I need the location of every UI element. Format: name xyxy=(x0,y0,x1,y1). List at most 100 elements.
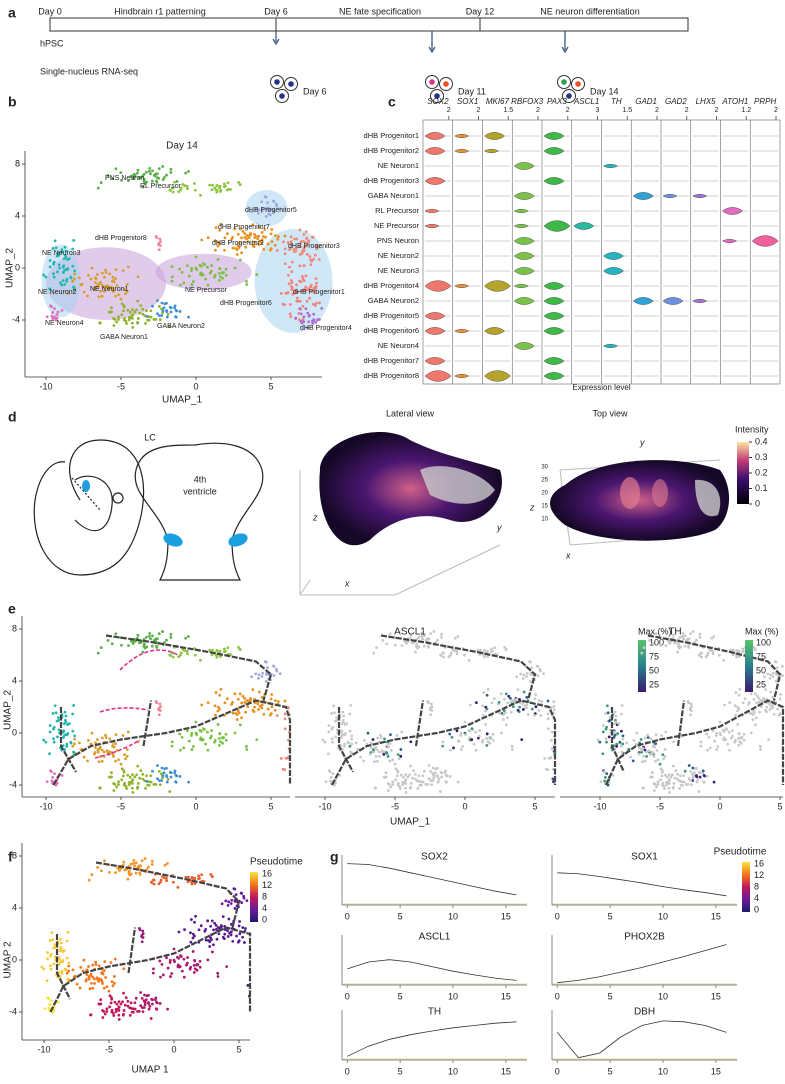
max-label: 2 xyxy=(655,107,659,114)
cell-point xyxy=(138,873,142,876)
cell-point xyxy=(57,728,61,732)
cell-point xyxy=(260,703,264,707)
y-tick-label: 8 xyxy=(12,850,17,860)
cell-point xyxy=(150,179,154,183)
cell-point xyxy=(105,1007,109,1011)
cell-point xyxy=(665,783,669,787)
cluster-hull xyxy=(254,229,333,333)
cell-point xyxy=(401,783,405,787)
cell-point xyxy=(492,697,496,701)
cell-point xyxy=(394,767,398,771)
cell-point xyxy=(693,771,696,775)
cell-point xyxy=(104,733,107,737)
cell-point xyxy=(722,736,726,740)
cell-point xyxy=(385,642,389,646)
cell-point xyxy=(110,310,113,314)
cell-point xyxy=(432,630,436,633)
cell-point xyxy=(734,691,738,694)
cell-point xyxy=(71,729,75,733)
cell-point xyxy=(110,286,114,289)
cell-point xyxy=(142,179,146,183)
cell-point xyxy=(49,952,53,956)
cell-point xyxy=(691,630,695,633)
cell-point xyxy=(140,996,144,1000)
trajectory xyxy=(95,861,241,928)
cell-point xyxy=(260,210,264,213)
cell-point xyxy=(464,733,467,737)
cell-point xyxy=(145,635,148,639)
cell-point xyxy=(62,265,65,269)
cell-point xyxy=(64,255,68,259)
cell-point xyxy=(282,240,285,244)
cell-point xyxy=(436,638,439,642)
cell-point xyxy=(409,782,413,785)
cell-point xyxy=(429,769,433,773)
cell-point xyxy=(105,985,109,989)
cell-point xyxy=(388,632,392,636)
cell-point xyxy=(664,644,668,648)
cell-point xyxy=(737,737,740,740)
cell-point xyxy=(339,730,343,734)
cell-point xyxy=(160,772,163,776)
cell-point xyxy=(112,745,116,749)
cell-point xyxy=(376,759,379,763)
cell-point xyxy=(413,772,417,776)
cell-point xyxy=(421,774,425,778)
cell-point xyxy=(758,710,762,714)
cell-point xyxy=(676,650,679,654)
cell-point xyxy=(511,705,515,709)
cluster-label: GABA Neuron1 xyxy=(100,334,148,341)
cell-point xyxy=(263,195,267,199)
cell-point xyxy=(753,692,757,696)
cell-point xyxy=(283,768,287,772)
cell-point xyxy=(155,176,159,180)
cell-point xyxy=(608,716,612,720)
cell-point xyxy=(130,315,133,319)
cell-point xyxy=(682,637,686,641)
cell-point xyxy=(101,982,104,985)
cell-point xyxy=(666,780,670,784)
cell-point xyxy=(236,940,240,944)
cell-point xyxy=(521,702,525,706)
cell-point xyxy=(484,723,487,726)
cell-point xyxy=(320,306,324,310)
x-tick-label: -5 xyxy=(117,381,125,391)
cell-point xyxy=(142,642,146,646)
trajectory xyxy=(331,699,557,786)
cell-point xyxy=(65,956,69,960)
cell-point xyxy=(253,233,256,236)
cell-point xyxy=(486,655,490,658)
cell-point xyxy=(230,898,234,902)
cell-point xyxy=(141,777,145,781)
cell-point xyxy=(511,748,514,751)
cell-point xyxy=(430,705,434,709)
cell-point xyxy=(117,783,120,786)
cell-point xyxy=(434,767,438,771)
cell-point xyxy=(606,711,610,715)
cell-point xyxy=(185,649,189,653)
max-label: 2 xyxy=(447,107,451,114)
cell-point xyxy=(274,234,277,238)
cell-point xyxy=(340,733,344,737)
cell-point xyxy=(157,769,161,773)
cell-point xyxy=(530,666,534,670)
cell-point xyxy=(126,1004,130,1008)
legend-colorbar xyxy=(745,640,753,692)
cell-point xyxy=(220,736,224,740)
cluster-label: NE Precursor xyxy=(185,287,228,294)
legend-tick-label: 8 xyxy=(262,891,267,901)
cell-point xyxy=(621,742,625,746)
cell-point xyxy=(231,711,235,715)
cell-point xyxy=(607,735,611,739)
cell-point xyxy=(218,655,222,658)
cell-point xyxy=(158,783,162,787)
cell-point xyxy=(731,729,734,732)
cell-point xyxy=(663,787,666,790)
cell-point xyxy=(200,703,204,707)
violin xyxy=(454,149,470,153)
cell-point xyxy=(304,274,308,278)
cell-point xyxy=(260,241,264,245)
cell-point xyxy=(93,981,96,985)
gene-title: SOX1 xyxy=(631,852,658,863)
cell-point xyxy=(711,729,715,733)
